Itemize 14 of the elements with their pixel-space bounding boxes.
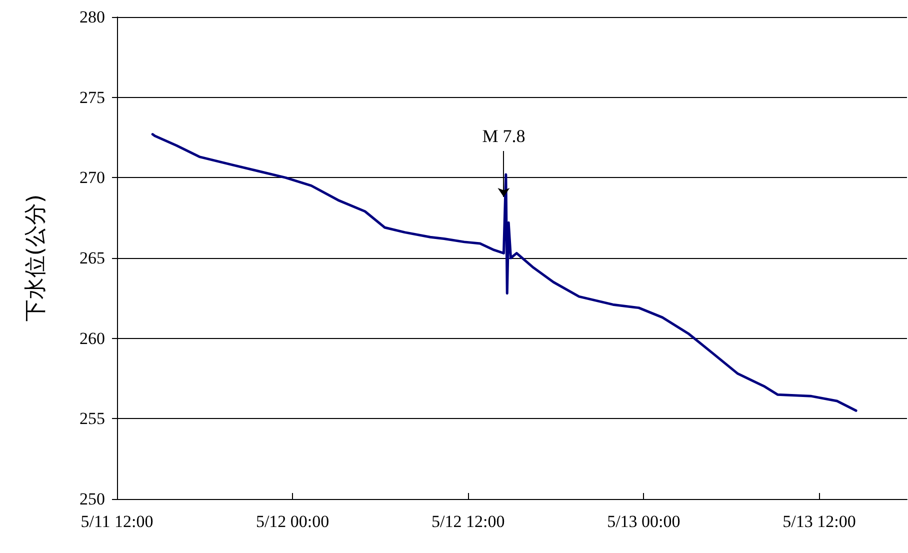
- y-tick-label: 275: [80, 88, 105, 107]
- y-tick-label: 280: [80, 8, 105, 26]
- annotation: M 7.8: [482, 126, 526, 146]
- x-tick-label: 5/13 12:00: [782, 512, 856, 531]
- x-tick-label: 5/12 00:00: [256, 512, 330, 531]
- x-tick-label: 5/11 12:00: [80, 512, 154, 531]
- y-axis-title: 下水位(公分): [24, 194, 48, 322]
- x-tick-label: 5/13 00:00: [607, 512, 680, 531]
- y-tick-label: 255: [80, 409, 105, 428]
- y-tick-label: 250: [80, 490, 105, 508]
- x-tick-label: 5/12 12:00: [432, 512, 505, 531]
- y-tick-label: 260: [80, 328, 105, 348]
- y-tick-label: 265: [80, 248, 105, 268]
- y-tick-label: 270: [80, 168, 105, 188]
